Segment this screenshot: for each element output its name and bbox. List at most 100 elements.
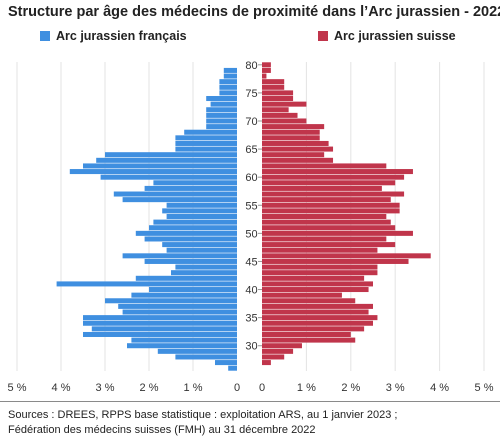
- bar-suisse: [262, 135, 320, 141]
- bar-france: [149, 287, 237, 293]
- bar-france: [175, 140, 237, 146]
- bar-france: [206, 96, 237, 102]
- bar-suisse: [262, 315, 378, 321]
- bar-suisse: [262, 67, 271, 73]
- value-tick-label-left: 3 %: [96, 382, 115, 394]
- bar-suisse: [262, 298, 356, 304]
- bar-france: [206, 124, 237, 130]
- bar-suisse: [262, 62, 271, 68]
- bar-suisse: [262, 225, 396, 231]
- bar-france: [144, 258, 237, 264]
- bar-france: [113, 191, 237, 197]
- legend-swatch-suisse: [318, 31, 328, 41]
- bar-france: [131, 292, 237, 298]
- bar-france: [135, 275, 237, 281]
- value-tick-label-right: 4 %: [430, 382, 449, 394]
- value-tick-label-right: 0: [259, 382, 265, 394]
- bar-france: [219, 84, 237, 90]
- bar-france: [144, 185, 237, 191]
- bar-france: [83, 331, 237, 337]
- bar-france: [223, 67, 237, 73]
- value-tick-label-right: 3 %: [386, 382, 405, 394]
- bar-france: [118, 303, 237, 309]
- bar-suisse: [262, 348, 294, 354]
- bar-france: [157, 348, 237, 354]
- bar-france: [96, 157, 237, 163]
- value-tick-label-right: 5 %: [475, 382, 494, 394]
- bar-france: [162, 208, 237, 214]
- bar-suisse: [262, 236, 387, 242]
- bar-france: [127, 343, 237, 349]
- bar-suisse: [262, 169, 413, 175]
- bar-france: [105, 152, 237, 158]
- age-tick-label: 55: [245, 200, 257, 212]
- age-tick-label: 60: [245, 172, 257, 184]
- age-tick-label: 50: [245, 228, 257, 240]
- age-tick-label: 80: [245, 60, 257, 72]
- bar-suisse: [262, 73, 267, 79]
- bar-suisse: [262, 242, 396, 248]
- bar-suisse: [262, 96, 294, 102]
- value-tick-label-left: 5 %: [8, 382, 27, 394]
- bar-suisse: [262, 146, 334, 152]
- bar-suisse: [262, 191, 405, 197]
- bar-suisse: [262, 326, 365, 332]
- value-tick-label-left: 1 %: [184, 382, 203, 394]
- bar-suisse: [262, 253, 431, 259]
- pyramid-chart: 30 35 40 45 50 55 60 65 70 75 80 5 % 4 % 3 % 2 % 1 % 0 0 1…: [8, 60, 494, 394]
- bar-suisse: [262, 303, 373, 309]
- bar-suisse: [262, 129, 320, 135]
- bar-suisse: [262, 180, 396, 186]
- bar-suisse: [262, 309, 369, 315]
- age-tick-label: 35: [245, 313, 257, 325]
- bar-france: [219, 90, 237, 96]
- bar-france: [131, 337, 237, 343]
- bar-suisse: [262, 360, 271, 366]
- bar-france: [175, 264, 237, 270]
- bar-france: [149, 225, 237, 231]
- bar-france: [83, 320, 237, 326]
- bar-suisse: [262, 163, 387, 169]
- bar-suisse: [262, 197, 391, 203]
- bar-france: [83, 163, 237, 169]
- age-tick-label: 40: [245, 285, 257, 297]
- bar-suisse: [262, 84, 285, 90]
- bar-suisse: [262, 213, 387, 220]
- bar-france: [83, 315, 237, 321]
- bar-france: [166, 247, 237, 253]
- age-tick-label: 70: [245, 116, 257, 128]
- bar-suisse: [262, 118, 307, 124]
- value-tick-label-right: 2 %: [341, 382, 360, 394]
- bar-france: [153, 180, 237, 186]
- value-tick-label-left: 0: [234, 382, 240, 394]
- bar-suisse: [262, 264, 378, 270]
- bar-france: [171, 270, 237, 276]
- bar-suisse: [262, 101, 307, 107]
- bar-france: [175, 135, 237, 141]
- sources-line-2: Fédération des médecins suisses (FMH) au…: [8, 424, 316, 436]
- bar-france: [206, 118, 237, 124]
- bar-france: [122, 197, 237, 203]
- bar-suisse: [262, 337, 356, 343]
- bar-suisse: [262, 90, 294, 96]
- bar-france: [210, 101, 237, 107]
- bar-france: [144, 236, 237, 242]
- bar-suisse: [262, 174, 405, 180]
- bar-france: [122, 253, 237, 259]
- bar-france: [122, 309, 237, 315]
- bar-suisse: [262, 124, 325, 130]
- bar-suisse: [262, 140, 329, 146]
- value-tick-label-left: 4 %: [52, 382, 71, 394]
- sources-divider: [0, 401, 500, 402]
- legend-swatch-france: [40, 31, 50, 41]
- bar-suisse: [262, 79, 285, 85]
- legend-item-suisse: Arc jurassien suisse: [318, 29, 456, 43]
- bar-suisse: [262, 270, 378, 276]
- bar-france: [184, 129, 237, 135]
- bar-france: [100, 174, 237, 180]
- bar-france: [206, 107, 237, 113]
- bar-france: [153, 219, 237, 225]
- bar-suisse: [262, 230, 413, 236]
- bar-suisse: [262, 157, 334, 163]
